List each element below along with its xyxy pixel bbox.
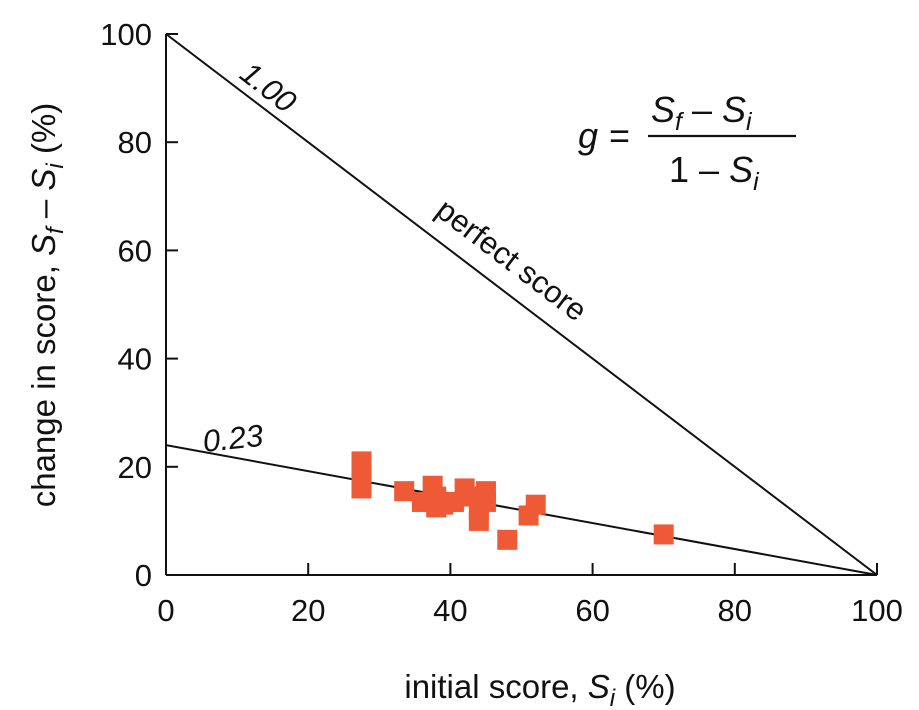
y-tick-label: 100 — [100, 17, 152, 52]
data-point — [475, 491, 496, 512]
gain-formula: g = Sf – Si 1 – Si — [578, 89, 796, 196]
x-tick-label: 80 — [718, 593, 752, 628]
data-points — [351, 451, 674, 550]
data-point — [351, 478, 372, 499]
gain-label-0-23: 0.23 — [201, 418, 265, 459]
y-tick-label: 80 — [118, 125, 152, 160]
formula-denominator: 1 – Si — [669, 149, 760, 196]
formula-equals: = — [609, 115, 630, 156]
gain-label-1-00: 1.00 — [234, 55, 303, 120]
data-point — [394, 481, 415, 502]
x-axis-label: initial score, Si (%) — [404, 668, 675, 710]
data-point — [525, 494, 546, 515]
data-point — [653, 524, 674, 545]
y-tick-label: 40 — [118, 342, 152, 377]
x-ticks: 0 20 40 60 80 100 — [157, 563, 903, 628]
gain-line — [165, 33, 878, 576]
x-tick-label: 60 — [575, 593, 609, 628]
x-tick-label: 40 — [433, 593, 467, 628]
formula-lhs: g — [578, 115, 598, 156]
y-ticks: 0 20 40 60 80 100 — [100, 17, 178, 593]
gain-lines — [165, 33, 878, 576]
y-tick-label: 60 — [118, 233, 152, 268]
perfect-score-label: perfect score — [430, 192, 594, 328]
x-tick-label: 0 — [157, 593, 174, 628]
data-point — [468, 510, 489, 531]
y-tick-label: 0 — [135, 558, 152, 593]
y-tick-label: 20 — [118, 450, 152, 485]
y-axis-label: change in score, Sf – Si (%) — [25, 103, 69, 508]
x-tick-label: 100 — [851, 593, 903, 628]
formula-numerator: Sf – Si — [651, 89, 753, 136]
x-tick-label: 20 — [291, 593, 325, 628]
data-point — [497, 529, 518, 550]
axes — [165, 34, 877, 576]
